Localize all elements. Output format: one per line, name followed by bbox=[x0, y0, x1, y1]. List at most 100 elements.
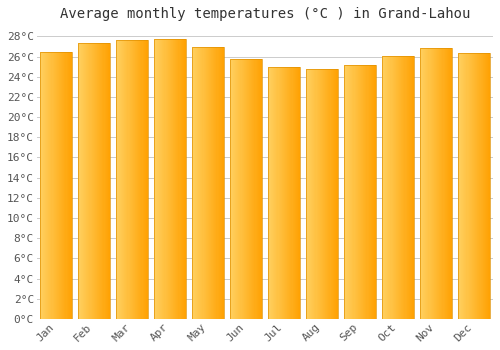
Bar bbox=[154, 40, 186, 319]
Bar bbox=[361, 65, 362, 319]
Bar bbox=[199, 48, 200, 319]
Bar bbox=[372, 65, 373, 319]
Bar bbox=[471, 52, 472, 319]
Bar bbox=[274, 66, 276, 319]
Bar bbox=[95, 43, 96, 319]
Bar bbox=[195, 48, 196, 319]
Bar bbox=[192, 48, 224, 319]
Bar bbox=[334, 69, 335, 319]
Bar bbox=[432, 49, 433, 319]
Bar bbox=[94, 43, 95, 319]
Bar bbox=[439, 49, 440, 319]
Bar bbox=[386, 56, 387, 319]
Bar bbox=[204, 48, 206, 319]
Bar bbox=[470, 52, 471, 319]
Bar bbox=[309, 69, 310, 319]
Bar bbox=[249, 58, 250, 319]
Bar bbox=[268, 66, 269, 319]
Bar bbox=[460, 52, 461, 319]
Bar bbox=[402, 56, 404, 319]
Bar bbox=[220, 48, 221, 319]
Bar bbox=[487, 52, 488, 319]
Bar bbox=[58, 51, 59, 319]
Bar bbox=[134, 40, 135, 319]
Bar bbox=[273, 66, 274, 319]
Bar bbox=[162, 40, 164, 319]
Bar bbox=[57, 51, 58, 319]
Bar bbox=[197, 48, 198, 319]
Bar bbox=[230, 58, 231, 319]
Bar bbox=[98, 43, 99, 319]
Bar bbox=[297, 66, 298, 319]
Bar bbox=[336, 69, 337, 319]
Bar bbox=[413, 56, 414, 319]
Bar bbox=[322, 69, 323, 319]
Bar bbox=[88, 43, 90, 319]
Bar bbox=[308, 69, 309, 319]
Bar bbox=[97, 43, 98, 319]
Bar bbox=[176, 40, 178, 319]
Bar bbox=[96, 43, 97, 319]
Bar bbox=[486, 52, 487, 319]
Bar bbox=[245, 58, 246, 319]
Bar bbox=[256, 58, 258, 319]
Bar bbox=[202, 48, 203, 319]
Bar bbox=[325, 69, 326, 319]
Bar bbox=[242, 58, 244, 319]
Bar bbox=[260, 58, 261, 319]
Bar bbox=[430, 49, 432, 319]
Bar bbox=[374, 65, 375, 319]
Bar bbox=[78, 43, 80, 319]
Bar bbox=[235, 58, 236, 319]
Bar bbox=[194, 48, 195, 319]
Bar bbox=[363, 65, 364, 319]
Bar bbox=[434, 49, 435, 319]
Bar bbox=[412, 56, 413, 319]
Bar bbox=[354, 65, 356, 319]
Bar bbox=[244, 58, 245, 319]
Bar bbox=[238, 58, 240, 319]
Bar bbox=[440, 49, 442, 319]
Bar bbox=[385, 56, 386, 319]
Bar bbox=[212, 48, 214, 319]
Bar bbox=[236, 58, 238, 319]
Bar bbox=[409, 56, 410, 319]
Bar bbox=[71, 51, 72, 319]
Bar bbox=[436, 49, 437, 319]
Bar bbox=[156, 40, 157, 319]
Bar bbox=[182, 40, 184, 319]
Bar bbox=[136, 40, 137, 319]
Bar bbox=[232, 58, 233, 319]
Bar bbox=[118, 40, 119, 319]
Bar bbox=[213, 48, 214, 319]
Bar bbox=[345, 65, 346, 319]
Bar bbox=[349, 65, 350, 319]
Bar bbox=[444, 49, 446, 319]
Bar bbox=[133, 40, 134, 319]
Bar bbox=[388, 56, 390, 319]
Bar bbox=[344, 65, 345, 319]
Bar bbox=[54, 51, 56, 319]
Bar bbox=[314, 69, 316, 319]
Bar bbox=[473, 52, 474, 319]
Bar bbox=[364, 65, 366, 319]
Bar bbox=[462, 52, 464, 319]
Bar bbox=[68, 51, 70, 319]
Bar bbox=[395, 56, 396, 319]
Bar bbox=[166, 40, 168, 319]
Bar bbox=[298, 66, 299, 319]
Bar bbox=[40, 51, 72, 319]
Bar bbox=[299, 66, 300, 319]
Bar bbox=[435, 49, 436, 319]
Bar bbox=[206, 48, 207, 319]
Bar bbox=[211, 48, 212, 319]
Bar bbox=[356, 65, 357, 319]
Bar bbox=[270, 66, 271, 319]
Bar bbox=[185, 40, 186, 319]
Bar bbox=[230, 58, 262, 319]
Bar bbox=[398, 56, 399, 319]
Bar bbox=[80, 43, 81, 319]
Bar bbox=[66, 51, 68, 319]
Bar bbox=[92, 43, 94, 319]
Bar bbox=[286, 66, 287, 319]
